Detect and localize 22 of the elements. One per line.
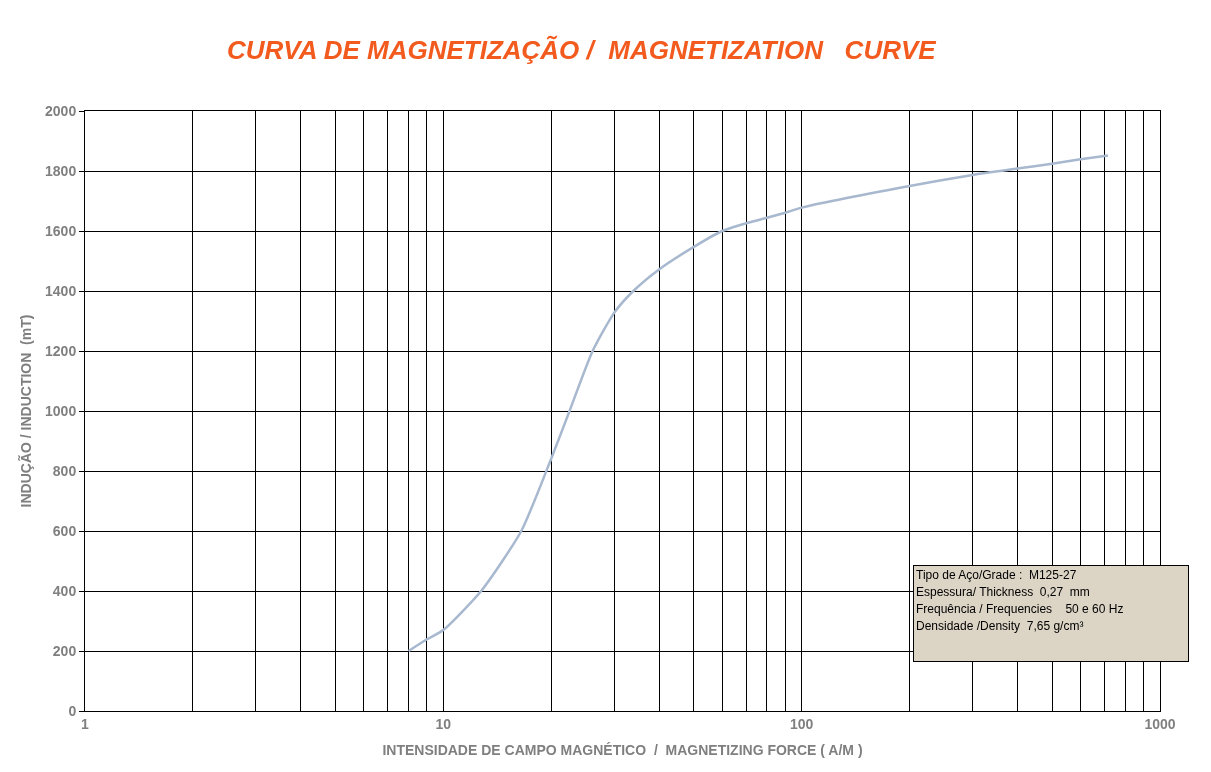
chart-title: CURVA DE MAGNETIZAÇÃO / MAGNETIZATION CURVE [226, 35, 937, 66]
x-tick-label: 1 [81, 715, 90, 732]
y-tick-label: 800 [52, 462, 77, 479]
y-tick-label: 0 [68, 702, 77, 719]
y-tick-label: 1400 [45, 282, 77, 299]
y-tick-label: 400 [52, 582, 77, 599]
y-tick-label: 1800 [45, 162, 77, 179]
x-tick-label: 10 [435, 715, 452, 732]
x-axis-title: INTENSIDADE DE CAMPO MAGNÉTICO / MAGNETIZING FORCE ( A/M ) [382, 742, 863, 759]
annotation: Densidade /Density 7,65 g/cm³ [916, 618, 1085, 635]
y-axis-title: INDUÇÃO / INDUCTION (mT) [16, 314, 34, 508]
annotation: Tipo de Aço/Grade : M125-27 [916, 567, 1078, 584]
y-tick-label: 1600 [45, 222, 77, 239]
y-tick-label: 1200 [45, 342, 77, 359]
annotation: Frequência / Frequencies 50 e 60 Hz [916, 601, 1124, 618]
y-tick-label: 1000 [45, 402, 77, 419]
y-tick-label: 200 [52, 642, 77, 659]
x-tick-label: 100 [789, 715, 814, 732]
x-tick-label: 1000 [1144, 715, 1176, 732]
annotation: Espessura/ Thickness 0,27 mm [916, 584, 1091, 601]
y-tick-label: 2000 [45, 102, 77, 119]
y-tick-label: 600 [52, 522, 77, 539]
